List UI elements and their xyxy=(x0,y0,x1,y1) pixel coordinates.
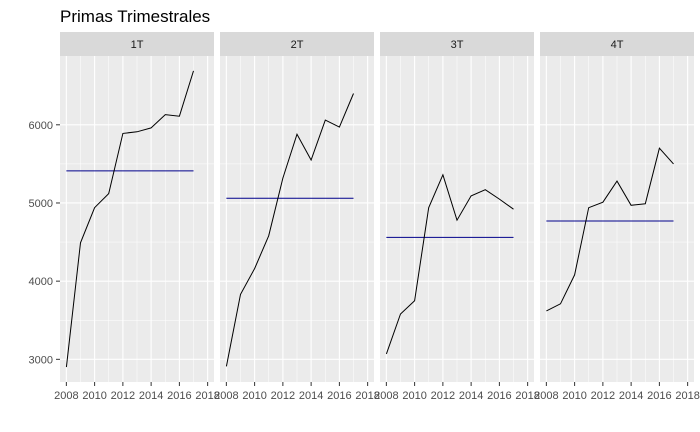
x-tick-label: 2010 xyxy=(82,390,106,402)
x-tick-label: 2008 xyxy=(374,390,398,402)
facet-4T: 4T 2008 2010 2012 2014 2016 2018 xyxy=(534,32,700,402)
x-tick-label: 2012 xyxy=(591,390,615,402)
x-tick-label: 2016 xyxy=(647,390,671,402)
x-tick-label: 2010 xyxy=(242,390,266,402)
facet-3T: 3T 2008 2010 2012 2014 2016 2018 xyxy=(374,32,540,402)
x-tick-label: 2018 xyxy=(355,390,379,402)
x-tick-label: 2012 xyxy=(431,390,455,402)
x-tick-label: 2012 xyxy=(271,390,295,402)
x-tick-label: 2010 xyxy=(562,390,586,402)
strip-label: 3T xyxy=(451,39,464,51)
x-tick-label: 2012 xyxy=(111,390,135,402)
x-tick-label: 2014 xyxy=(299,390,323,402)
series-line xyxy=(225,93,354,367)
y-tick-label: 5000 xyxy=(29,198,53,210)
x-tick-label: 2008 xyxy=(214,390,238,402)
x-tick-label: 2014 xyxy=(139,390,163,402)
strip-label: 4T xyxy=(611,39,624,51)
series-line xyxy=(385,173,514,355)
series-line xyxy=(65,70,194,368)
strip-label: 1T xyxy=(131,39,144,51)
x-tick-label: 2010 xyxy=(402,390,426,402)
strip-label: 2T xyxy=(291,39,304,51)
strip-background xyxy=(540,32,694,56)
x-tick-label: 2014 xyxy=(619,390,643,402)
x-tick-label: 2014 xyxy=(459,390,483,402)
y-tick-label: 4000 xyxy=(29,276,53,288)
chart-title: Primas Trimestrales xyxy=(60,7,210,26)
y-tick-label: 3000 xyxy=(29,354,53,366)
x-tick-label: 2008 xyxy=(534,390,558,402)
x-tick-label: 2018 xyxy=(195,390,219,402)
x-tick-label: 2018 xyxy=(675,390,699,402)
strip-background xyxy=(380,32,534,56)
facets: 3000 4000 5000 6000 1T 2008 2010 2012 2014 2016 20… xyxy=(29,32,700,402)
series-line xyxy=(546,147,674,312)
strip-background xyxy=(60,32,214,56)
facet-1T: 1T 2008 2010 2012 2014 2016 2018 xyxy=(54,32,220,402)
x-tick-label: 2016 xyxy=(487,390,511,402)
facet-2T: 2T 2008 2010 2012 2014 2016 2018 xyxy=(214,32,380,402)
x-tick-label: 2016 xyxy=(327,390,351,402)
strip-background xyxy=(220,32,374,56)
x-tick-label: 2016 xyxy=(167,390,191,402)
y-tick-label: 6000 xyxy=(29,120,53,132)
x-tick-label: 2008 xyxy=(54,390,78,402)
x-tick-label: 2018 xyxy=(515,390,539,402)
